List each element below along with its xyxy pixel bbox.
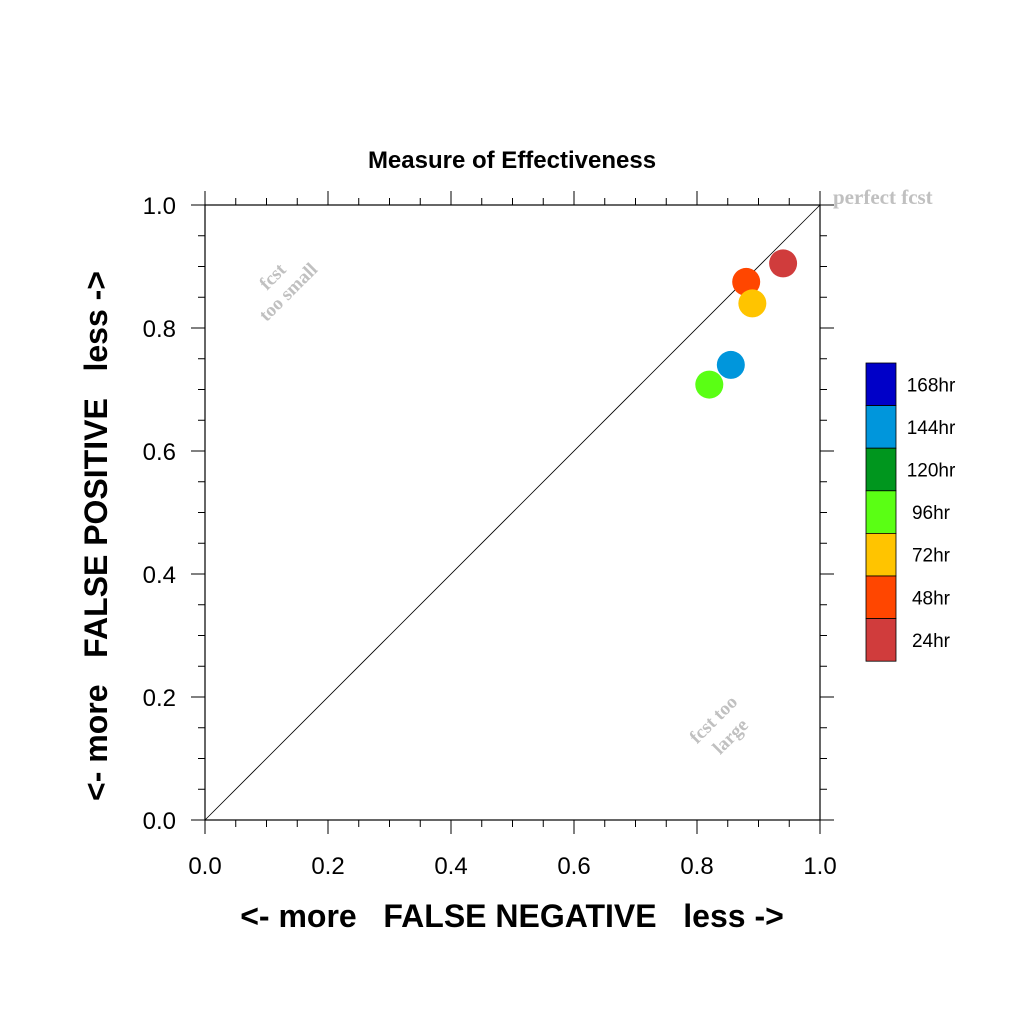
x-tick-label: 0.6 bbox=[557, 853, 590, 880]
legend-label-168hr: 168hr bbox=[907, 375, 956, 396]
legend-label-48hr: 48hr bbox=[912, 588, 951, 609]
data-points bbox=[695, 249, 798, 399]
y-tick-label: 0.4 bbox=[143, 562, 176, 589]
legend-swatch-168hr bbox=[865, 362, 897, 406]
x-tick-label: 0.8 bbox=[680, 853, 713, 880]
legend-label-144hr: 144hr bbox=[907, 418, 956, 439]
data-point-48hr bbox=[732, 267, 761, 296]
data-point-72hr bbox=[738, 289, 767, 318]
chart-title: Measure of Effectiveness bbox=[368, 147, 656, 174]
axis-ticks bbox=[191, 191, 834, 834]
x-tick-label: 0.0 bbox=[188, 853, 221, 880]
legend-swatch-24hr bbox=[865, 618, 897, 662]
x-tick-label: 1.0 bbox=[803, 853, 836, 880]
data-point-144hr bbox=[716, 350, 745, 379]
plot-area: 0.0 0.2 0.4 0.6 0.8 1.0 0.0 0.2 0.4 0.6 0.8 1.0 bbox=[143, 191, 837, 880]
diagonal-line bbox=[204, 204, 821, 821]
y-tick-label: 0.6 bbox=[143, 439, 176, 466]
legend-label-120hr: 120hr bbox=[907, 461, 956, 482]
legend-swatch-48hr bbox=[865, 575, 897, 619]
x-tick-label: 0.2 bbox=[311, 853, 344, 880]
x-axis-label: <- more FALSE NEGATIVE less -> bbox=[240, 898, 784, 934]
legend-swatch-144hr bbox=[865, 405, 897, 449]
legend-label-96hr: 96hr bbox=[912, 503, 951, 524]
y-tick-label: 1.0 bbox=[143, 193, 176, 220]
legend-swatch-120hr bbox=[865, 447, 897, 492]
legend: 168hr 144hr 120hr 96hr 72hr 48hr 24hr bbox=[865, 362, 956, 662]
y-tick-label: 0.0 bbox=[143, 808, 176, 835]
legend-label-72hr: 72hr bbox=[912, 546, 951, 567]
x-tick-label: 0.4 bbox=[434, 853, 467, 880]
legend-label-24hr: 24hr bbox=[912, 631, 951, 652]
data-point-96hr bbox=[695, 370, 724, 399]
y-axis-label: <- more FALSE POSITIVE less -> bbox=[78, 271, 114, 801]
data-point-24hr bbox=[769, 249, 798, 278]
y-tick-label: 0.8 bbox=[143, 316, 176, 343]
y-tick-label: 0.2 bbox=[143, 685, 176, 712]
perfect-fcst-annotation: perfect fcst bbox=[833, 185, 933, 209]
legend-swatch-96hr bbox=[865, 490, 897, 534]
legend-swatch-72hr bbox=[865, 533, 897, 577]
